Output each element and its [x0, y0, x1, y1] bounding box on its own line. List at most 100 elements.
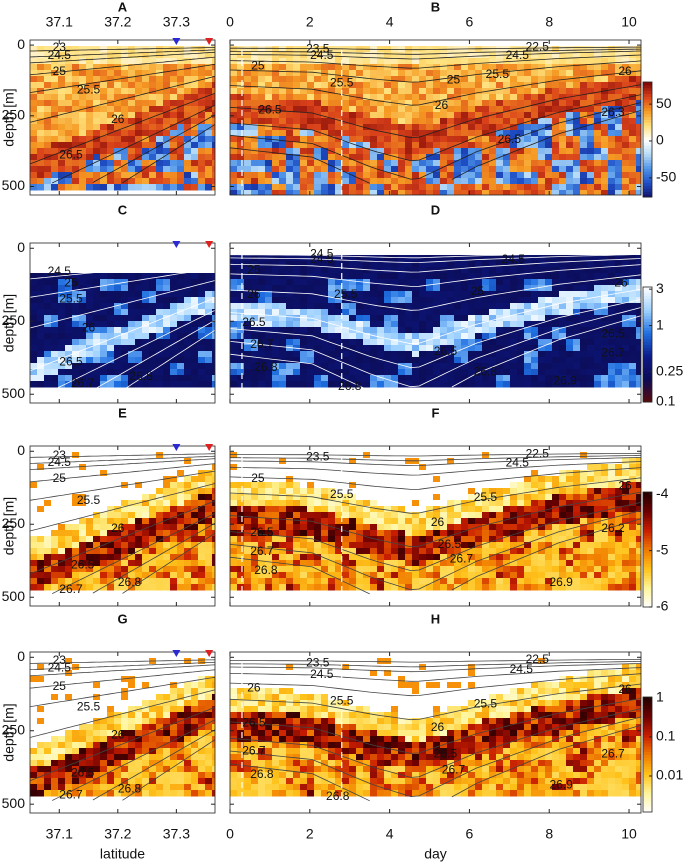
heatmap-cell: [100, 106, 108, 113]
heatmap-cell: [391, 112, 399, 119]
heatmap-cell: [237, 70, 245, 77]
heatmap-cell: [163, 94, 171, 101]
heatmap-cell: [566, 339, 574, 346]
heatmap-cell: [300, 381, 308, 388]
heatmap-cell: [538, 291, 546, 298]
heatmap-cell: [258, 178, 266, 185]
contour-label: 24.5: [310, 48, 334, 62]
heatmap-cell: [356, 130, 364, 137]
heatmap-cell: [398, 82, 406, 89]
heatmap-cell: [482, 184, 490, 191]
heatmap-cell: [503, 166, 511, 173]
heatmap-cell: [300, 82, 308, 89]
contour-label: 24.5: [48, 48, 72, 62]
heatmap-cell: [545, 130, 553, 137]
heatmap-cell: [475, 345, 483, 352]
heatmap-cell: [244, 178, 252, 185]
heatmap-cell: [156, 106, 164, 113]
heatmap-cell: [121, 494, 129, 501]
heatmap-cell: [594, 172, 602, 179]
heatmap-cell: [510, 273, 518, 280]
heatmap-cell: [300, 58, 308, 65]
heatmap-cell: [230, 369, 238, 376]
heatmap-cell: [419, 70, 427, 77]
heatmap-cell: [121, 88, 129, 95]
heatmap-cell: [37, 46, 45, 53]
heatmap-cell: [149, 548, 157, 555]
heatmap-cell: [566, 142, 574, 149]
heatmap-cell: [531, 112, 539, 119]
heatmap-cell: [384, 190, 392, 197]
heatmap-cell: [121, 542, 129, 549]
heatmap-cell: [300, 375, 308, 382]
heatmap-cell: [272, 279, 280, 286]
heatmap-cell: [79, 524, 87, 531]
heatmap-cell: [496, 160, 504, 167]
heatmap-cell: [517, 357, 525, 364]
heatmap-cell: [468, 94, 476, 101]
heatmap-cell: [307, 190, 315, 197]
heatmap-cell: [517, 76, 525, 83]
heatmap-cell: [622, 154, 630, 161]
heatmap-cell: [37, 76, 45, 83]
heatmap-cell: [198, 100, 206, 107]
heatmap-cell: [524, 88, 532, 95]
heatmap-cell: [30, 297, 38, 304]
heatmap-cell: [573, 58, 581, 65]
heatmap-cell: [363, 261, 371, 268]
heatmap-cell: [545, 291, 553, 298]
heatmap-cell: [100, 327, 108, 334]
heatmap-cell: [615, 363, 623, 370]
heatmap-cell: [184, 52, 192, 59]
heatmap-cell: [503, 190, 511, 197]
contour-label: 26: [247, 287, 261, 301]
heatmap-cell: [170, 52, 178, 59]
colorbar-swatch: [643, 373, 652, 376]
heatmap-cell: [398, 52, 406, 59]
heatmap-cell: [37, 94, 45, 101]
heatmap-cell: [114, 548, 122, 555]
heatmap-cell: [51, 279, 59, 286]
heatmap-cell: [496, 303, 504, 310]
heatmap-cell: [72, 482, 80, 489]
heatmap-cell: [100, 82, 108, 89]
heatmap-cell: [461, 273, 469, 280]
heatmap-cell: [100, 369, 108, 376]
heatmap-cell: [482, 178, 490, 185]
heatmap-cell: [489, 82, 497, 89]
heatmap-cell: [170, 94, 178, 101]
heatmap-cell: [286, 315, 294, 322]
heatmap-cell: [608, 190, 616, 197]
heatmap-cell: [121, 130, 129, 137]
heatmap-cell: [258, 166, 266, 173]
heatmap-cell: [594, 351, 602, 358]
heatmap-cell: [286, 267, 294, 274]
heatmap-cell: [191, 291, 199, 298]
heatmap-cell: [212, 142, 220, 149]
heatmap-cell: [580, 46, 588, 53]
heatmap-cell: [524, 315, 532, 322]
heatmap-cell: [552, 76, 560, 83]
colorbar-swatch: [643, 322, 652, 325]
heatmap-cell: [30, 178, 38, 185]
heatmap-cell: [286, 297, 294, 304]
heatmap-cell: [405, 130, 413, 137]
heatmap-cell: [191, 333, 199, 340]
heatmap-cell: [636, 142, 644, 149]
contour-label: 26.8: [254, 360, 278, 374]
heatmap-cell: [517, 369, 525, 376]
heatmap-cell: [454, 303, 462, 310]
heatmap-cell: [496, 351, 504, 358]
heatmap-cell: [405, 255, 413, 262]
heatmap-cell: [566, 178, 574, 185]
heatmap-cell: [177, 148, 185, 155]
heatmap-cell: [426, 369, 434, 376]
heatmap-cell: [426, 273, 434, 280]
heatmap-cell: [489, 166, 497, 173]
heatmap-cell: [328, 124, 336, 131]
heatmap-cell: [230, 566, 238, 573]
heatmap-cell: [72, 130, 80, 137]
heatmap-cell: [79, 112, 87, 119]
heatmap-cell: [321, 303, 329, 310]
heatmap-cell: [142, 76, 150, 83]
